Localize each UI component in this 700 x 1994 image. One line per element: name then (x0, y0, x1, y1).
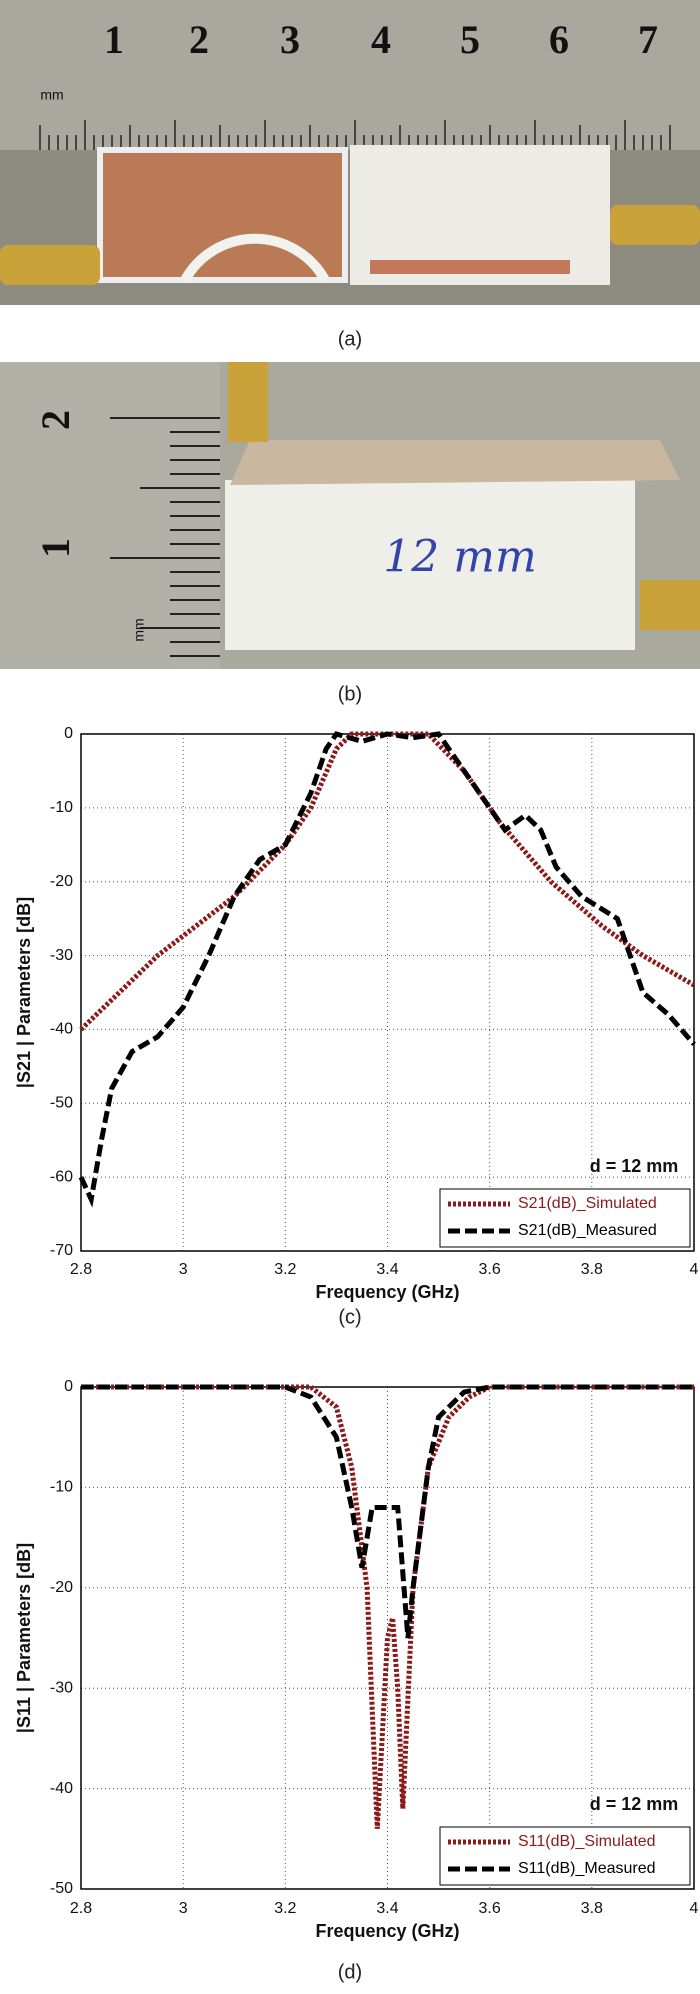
x-tick-label: 3.6 (479, 1900, 501, 1917)
handwritten-label: 12 mm (383, 532, 536, 583)
plot-area (81, 1387, 694, 1889)
series-line (81, 1384, 694, 1639)
x-tick-label: 2.8 (70, 1900, 92, 1917)
legend-box (439, 1826, 691, 1886)
x-tick-label: 3 (179, 1900, 188, 1917)
y-tick-label: -50 (50, 1880, 73, 1897)
ruler-ticks (39, 120, 671, 150)
photo-a: 1 2 3 4 5 6 7 mm (0, 0, 700, 305)
y-axis-title: |S21 | Parameters [dB] (14, 897, 34, 1088)
ruler-unit: mm (40, 87, 63, 103)
ruler-ticks (110, 417, 220, 657)
ruler (0, 0, 700, 150)
x-tick-label: 3 (179, 1261, 188, 1278)
legend-label: S21(dB)_Measured (518, 1222, 657, 1239)
plot-frame (80, 1386, 695, 1890)
top-board (230, 440, 680, 485)
caption: (b) (338, 683, 362, 705)
ruler-label: 2 (189, 17, 209, 62)
semicircle-resonator (180, 233, 330, 283)
caption: (d) (338, 1961, 362, 1983)
ruler-label: 6 (549, 17, 569, 62)
legend-label: S11(dB)_Measured (518, 1860, 656, 1877)
y-tick-label: -30 (50, 947, 73, 964)
spacer-block (225, 480, 635, 650)
series-line (78, 731, 696, 1208)
y-tick-label: 0 (64, 725, 73, 742)
y-tick-label: -10 (50, 1479, 73, 1496)
y-tick-label: 0 (64, 1378, 73, 1395)
x-tick-label: 3.4 (376, 1900, 398, 1917)
x-axis-title: Frequency (GHz) (315, 1282, 459, 1302)
x-tick-label: 3.8 (581, 1261, 603, 1278)
connector-left (0, 245, 100, 285)
y-tick-label: -70 (50, 1242, 73, 1259)
legend-box (439, 1188, 691, 1248)
feed-line (370, 260, 570, 274)
caption: (c) (338, 1306, 361, 1328)
y-tick-label: -20 (50, 1579, 73, 1596)
connector-right (610, 205, 700, 245)
plot-area (81, 734, 694, 1251)
ruler-label: 7 (638, 17, 658, 62)
ruler-label: 3 (280, 17, 300, 62)
ruler-label: 1 (33, 538, 78, 558)
annotation: d = 12 mm (590, 1156, 679, 1176)
x-tick-label: 3.2 (274, 1900, 296, 1917)
x-tick-label: 3.4 (376, 1261, 398, 1278)
series-line (81, 1384, 694, 1829)
legend-label: S11(dB)_Simulated (518, 1833, 656, 1850)
annotation: d = 12 mm (590, 1794, 679, 1814)
x-tick-label: 4 (690, 1261, 699, 1278)
ruler-label: 4 (371, 17, 391, 62)
caption: (a) (338, 328, 362, 350)
y-axis-title: |S11 | Parameters [dB] (14, 1543, 34, 1733)
y-tick-label: -20 (50, 873, 73, 890)
connector-right (640, 580, 700, 630)
y-tick-label: -60 (50, 1168, 73, 1185)
x-tick-label: 3.8 (581, 1900, 603, 1917)
ruler-label: 2 (33, 410, 78, 430)
connector-top (228, 362, 268, 442)
x-tick-label: 3.6 (479, 1261, 501, 1278)
photo-b: 2 1 mm 12 mm (0, 362, 700, 669)
x-axis-title: Frequency (GHz) (315, 1921, 459, 1941)
x-tick-label: 2.8 (70, 1261, 92, 1278)
y-tick-label: -50 (50, 1095, 73, 1112)
ruler-label: 1 (104, 17, 124, 62)
legend-label: S21(dB)_Simulated (518, 1195, 657, 1212)
y-tick-label: -40 (50, 1021, 73, 1038)
y-tick-label: -40 (50, 1780, 73, 1797)
ruler-label: 5 (460, 17, 480, 62)
y-tick-label: -30 (50, 1679, 73, 1696)
x-tick-label: 3.2 (274, 1261, 296, 1278)
ruler-unit: mm (131, 618, 147, 641)
x-tick-label: 4 (690, 1900, 699, 1917)
y-tick-label: -10 (50, 799, 73, 816)
